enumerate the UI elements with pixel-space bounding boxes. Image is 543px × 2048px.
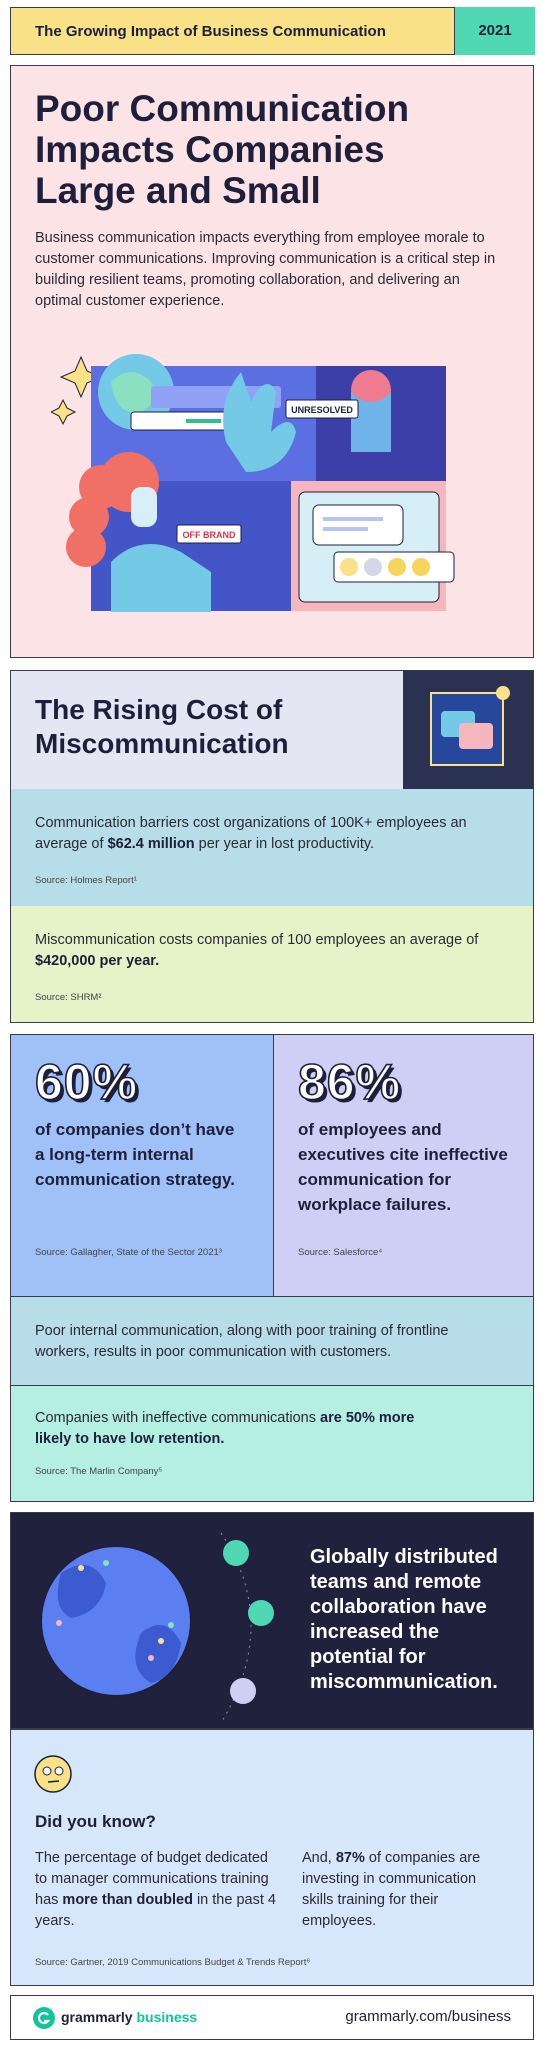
text-run: Companies with ineffective communication… (35, 1410, 321, 1426)
retention-text: Companies with ineffective communication… (35, 1408, 435, 1450)
title-line: Miscommunication (35, 728, 289, 759)
bold-run: 87% (335, 1850, 365, 1866)
cost-icon (403, 671, 533, 789)
badge-text: OFF BRAND (183, 530, 236, 540)
hero-illustration: UNRESOLVED OFF BRAND (51, 354, 455, 612)
title-line: Large and Small (35, 170, 321, 211)
did-you-know-source: Source: Gartner, 2019 Communications Bud… (35, 1957, 311, 1968)
thinking-emoji (34, 1755, 72, 1793)
text-run: Miscommunication costs companies of 100 … (35, 932, 479, 948)
text-run: And, (302, 1850, 336, 1866)
title-line: Impacts Companies (35, 129, 385, 170)
text-run: The percentage of budget dedicated to ma… (35, 1850, 269, 1908)
cost-title: The Rising Cost of Miscommunication (35, 693, 289, 761)
stat-figure: 60% (34, 1053, 139, 1111)
title-line: The Rising Cost of (35, 694, 283, 725)
text-run: per year in lost productivity. (194, 836, 375, 852)
hero-section: Poor Communication Impacts Companies Large… (10, 65, 534, 658)
bold-run: $62.4 million (107, 836, 195, 852)
retention-source: Source: The Marlin Company⁵ (35, 1466, 163, 1477)
hero-paragraph: Business communication impacts everythin… (35, 230, 496, 309)
cost-header: The Rising Cost of Miscommunication (11, 671, 533, 790)
did-you-know-title: Did you know? (35, 1812, 156, 1831)
fact-text: Communication barriers cost organization… (35, 813, 485, 855)
title-line: Poor Communication (35, 88, 410, 129)
footer-url: grammarly.com/business (345, 2008, 511, 2025)
fact-text: Miscommunication costs companies of 100 … (35, 930, 505, 972)
badge-off-brand: OFF BRAND (176, 524, 242, 544)
note-text: Poor internal communication, along with … (35, 1323, 449, 1360)
bold-run: are 50% more likely to have low retentio… (35, 1410, 415, 1447)
stats-section: 60% of companies don’t have a long-term … (10, 1034, 534, 1502)
customer-note: Poor internal communication, along with … (11, 1297, 533, 1386)
bold-run: $420,000 per year. (35, 953, 160, 969)
did-you-know-text: And, 87% of companies are investing in c… (302, 1848, 502, 1932)
cost-section: The Rising Cost of Miscommunication Commu… (10, 670, 534, 1023)
bold-run: more than doubled (62, 1892, 193, 1908)
badge-text: UNRESOLVED (291, 405, 353, 415)
hero-title: Poor Communication Impacts Companies Large… (35, 88, 409, 211)
text-run: in the past 4 years. (35, 1892, 276, 1929)
footer: grammarly business grammarly.com/busines… (10, 1995, 534, 2040)
text-run: Communication barriers cost organization… (35, 815, 467, 852)
stat-source: Source: Salesforce⁴ (298, 1247, 383, 1258)
text-run: of companies are investing in communicat… (302, 1850, 481, 1929)
global-section: Globally distributed teams and remote co… (10, 1512, 534, 1729)
global-text: Globally distributed teams and remote co… (310, 1546, 498, 1693)
fact-card: Communication barriers cost organization… (11, 789, 533, 907)
retention-card: Companies with ineffective communication… (11, 1386, 533, 1501)
did-you-know-text: The percentage of budget dedicated to ma… (35, 1848, 280, 1932)
badge-unresolved: UNRESOLVED (285, 399, 359, 419)
header-title: The Growing Impact of Business Communica… (35, 23, 386, 40)
fact-source: Source: SHRM² (35, 992, 102, 1003)
did-you-know-section: Did you know? The percentage of budget d… (10, 1729, 534, 1986)
stat-text: of employees and executives cite ineffec… (298, 1120, 508, 1214)
stat-text: of companies don’t have a long-term inte… (35, 1120, 235, 1189)
brand: grammarly (61, 2009, 133, 2025)
stat-card: 60% of companies don’t have a long-term … (11, 1035, 274, 1297)
fact-card: Miscommunication costs companies of 100 … (11, 906, 533, 1022)
logo-text: grammarly business (61, 2009, 197, 2025)
stat-card: 86% of employees and executives cite ine… (274, 1035, 533, 1297)
fact-source: Source: Holmes Report¹ (35, 875, 137, 886)
logo-mark (33, 2007, 55, 2029)
globe-illustration (40, 1532, 274, 1724)
brand-suffix: business (136, 2009, 198, 2025)
header: The Growing Impact of Business Communica… (10, 7, 535, 55)
stat-source: Source: Gallagher, State of the Sector 2… (35, 1247, 222, 1258)
header-year: 2021 (454, 7, 535, 55)
stat-figure: 86% (297, 1053, 402, 1111)
